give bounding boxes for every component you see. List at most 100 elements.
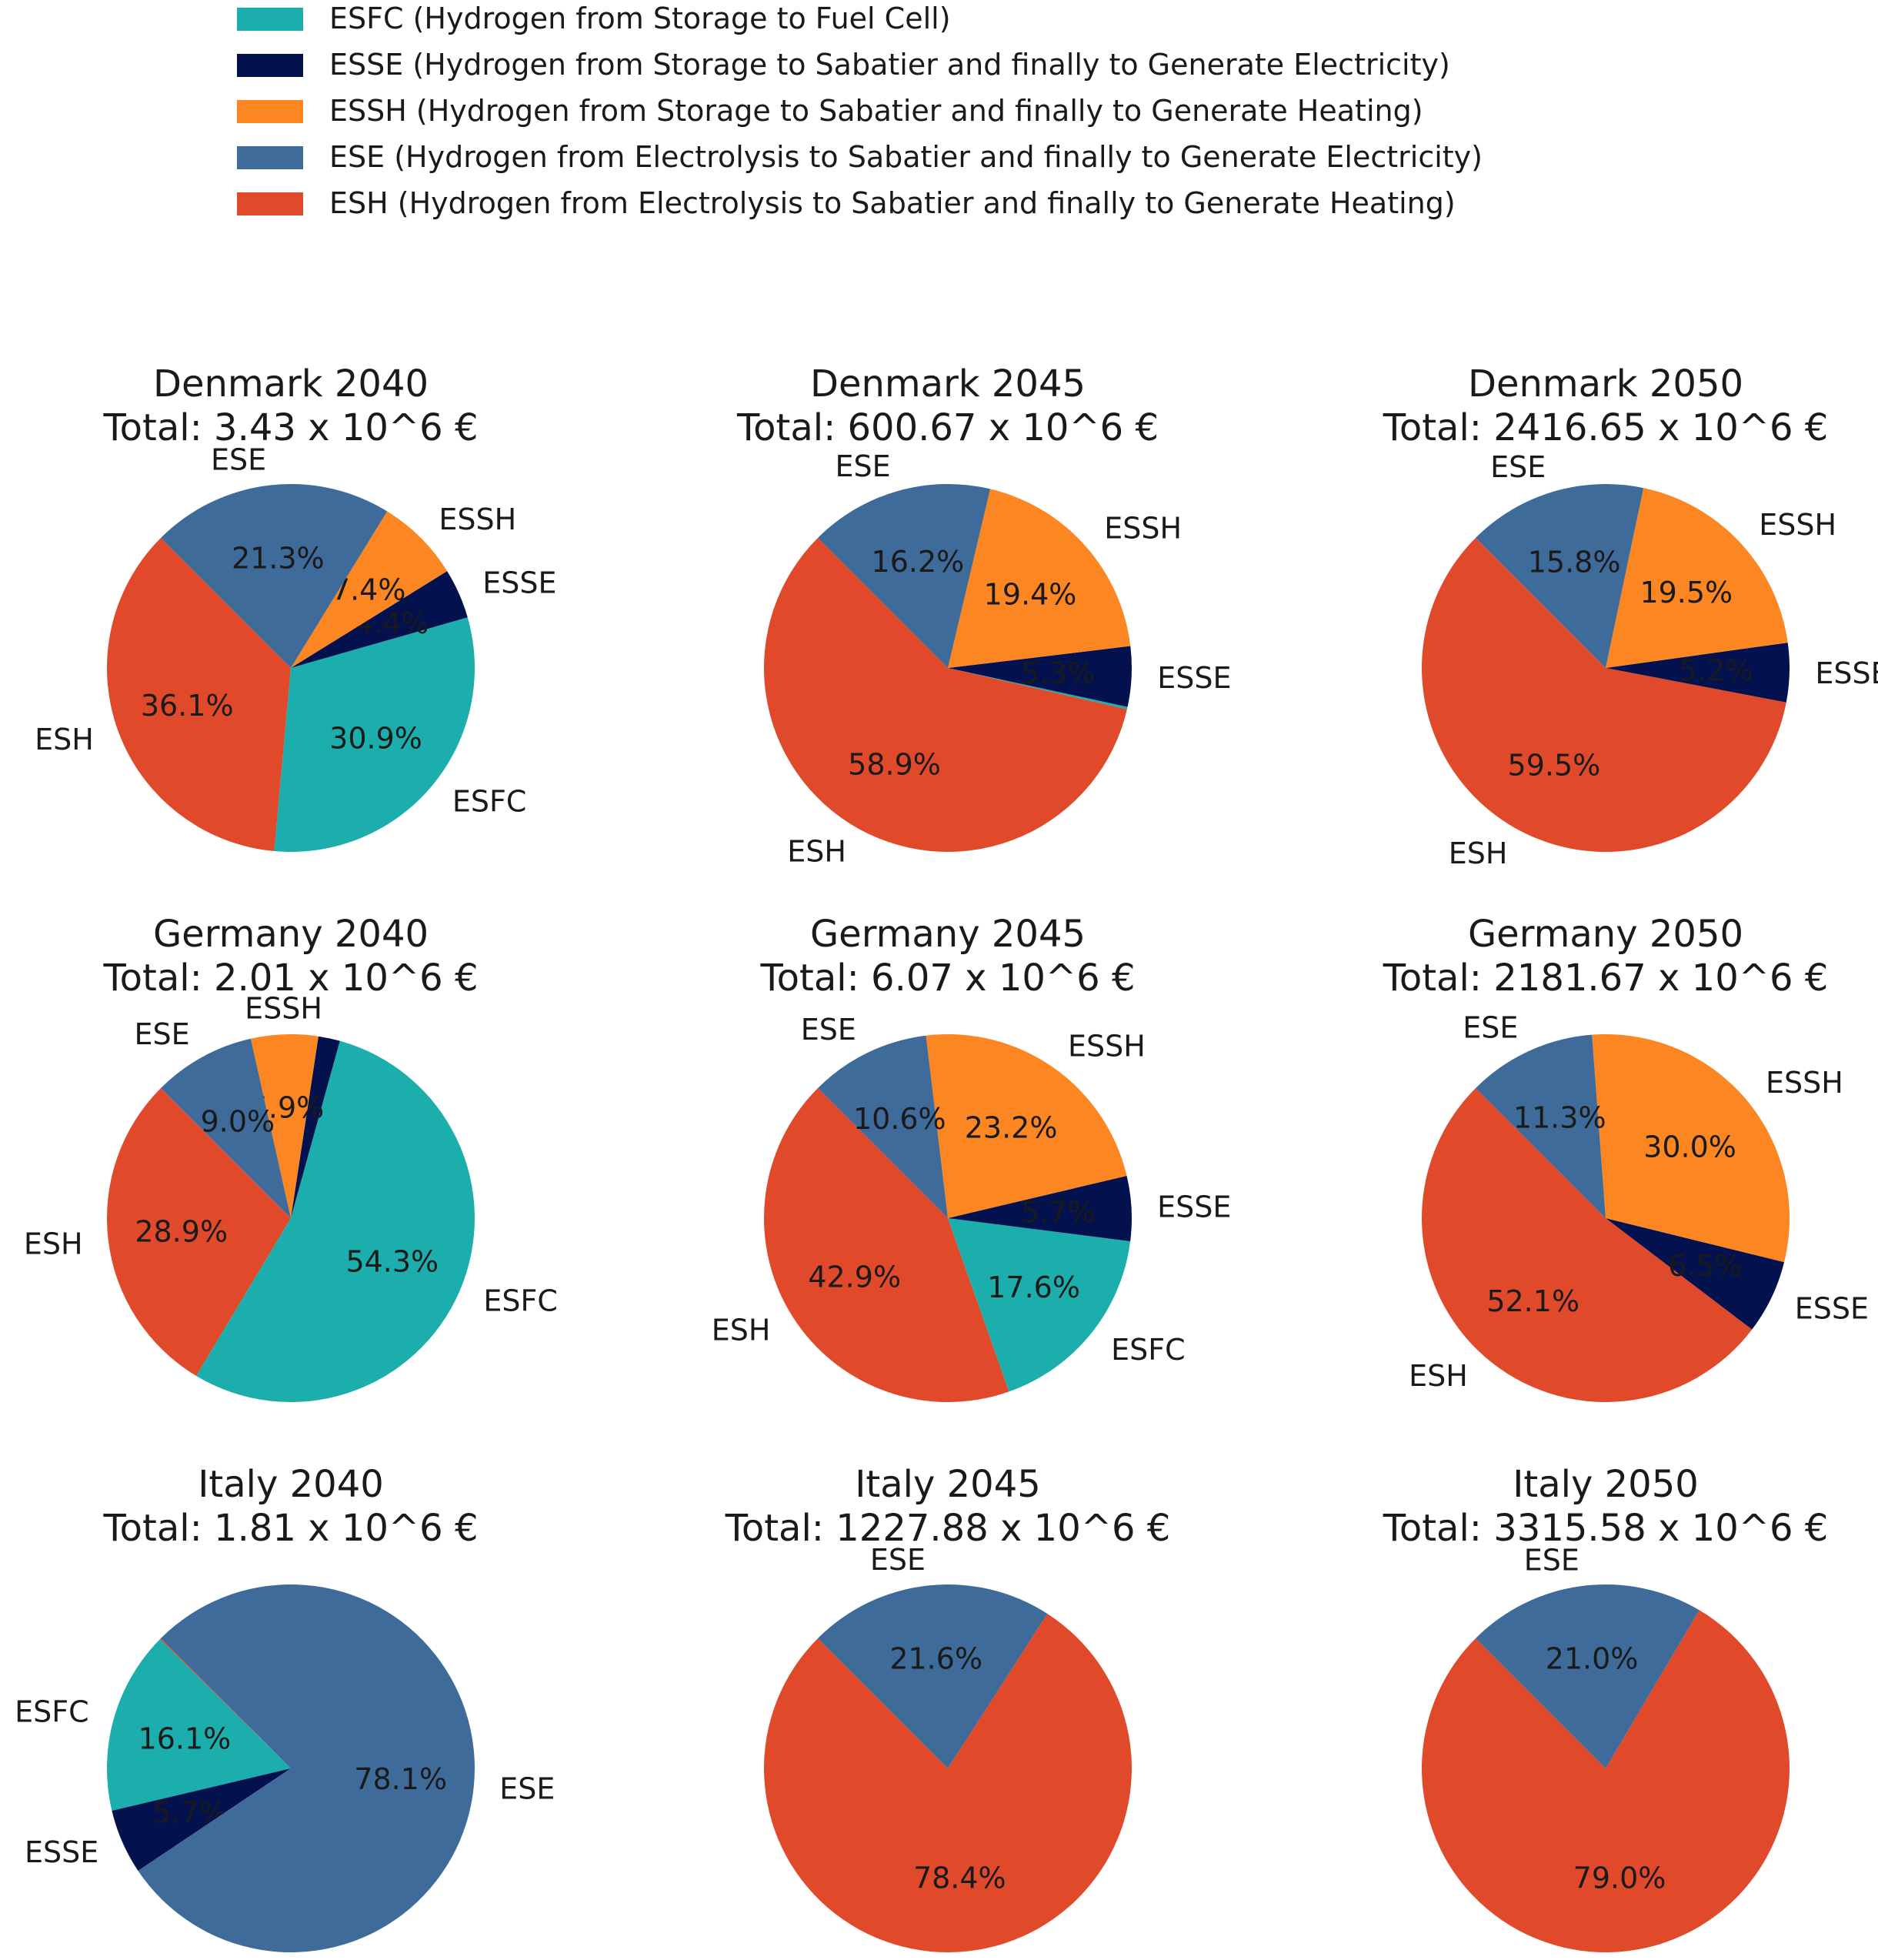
slice-percent-label: 79.0% bbox=[1573, 1861, 1666, 1895]
chart-title: Denmark 2045 bbox=[810, 362, 1086, 406]
chart-subtitle: Total: 2181.67 x 10^6 € bbox=[1383, 957, 1829, 1000]
chart-title: Germany 2040 bbox=[153, 913, 429, 956]
slice-percent-label: 9.0% bbox=[201, 1104, 275, 1138]
slice-category-label: ESH bbox=[787, 834, 846, 868]
chart-title: Germany 2050 bbox=[1468, 913, 1743, 956]
slice-percent-label: 36.1% bbox=[141, 689, 234, 723]
pie-slice-essh bbox=[250, 1034, 319, 1218]
pie-slice-esh bbox=[764, 1614, 1132, 1952]
pie-slice-esh bbox=[1422, 1088, 1753, 1402]
slice-category-label: ESE bbox=[1463, 1010, 1518, 1044]
slice-category-label: ESH bbox=[712, 1313, 771, 1347]
slice-category-label: ESSE bbox=[482, 566, 556, 600]
pie-slice-esh bbox=[1422, 538, 1786, 852]
pie-slice-esfc bbox=[274, 617, 475, 853]
slice-category-label: ESSE bbox=[1795, 1292, 1869, 1326]
slice-percent-label: 59.5% bbox=[1508, 749, 1601, 783]
legend-label-essh: ESSH (Hydrogen from Storage to Sabatier … bbox=[329, 94, 1423, 128]
slice-category-label: ESE bbox=[135, 1017, 190, 1051]
pie-slice-esse bbox=[1606, 1218, 1785, 1330]
slice-percent-label: 11.3% bbox=[1513, 1101, 1606, 1135]
slice-category-label: ESH bbox=[1409, 1359, 1468, 1393]
pie-slice-esh bbox=[106, 1088, 291, 1376]
chart-title: Italy 2050 bbox=[1513, 1463, 1699, 1506]
slice-percent-label: 10.6% bbox=[853, 1102, 946, 1136]
slice-percent-label: 30.0% bbox=[1643, 1130, 1736, 1164]
slice-category-label: ESSE bbox=[1157, 661, 1231, 695]
slice-percent-label: 16.1% bbox=[138, 1721, 232, 1755]
slice-percent-label: 54.3% bbox=[345, 1245, 439, 1279]
chart-subtitle: Total: 1.81 x 10^6 € bbox=[103, 1507, 479, 1550]
pie-slice-esfc bbox=[196, 1040, 475, 1402]
slice-category-label: ESE bbox=[1524, 1544, 1579, 1578]
slice-category-label: ESSH bbox=[1068, 1030, 1146, 1063]
pie-slice-esse bbox=[291, 571, 468, 668]
chart-title: Germany 2045 bbox=[810, 913, 1086, 956]
slice-category-label: ESSH bbox=[1766, 1066, 1843, 1100]
chart-title: Italy 2040 bbox=[198, 1463, 384, 1506]
slice-percent-label: 30.9% bbox=[329, 721, 422, 755]
slice-percent-label: 21.3% bbox=[232, 542, 325, 576]
slice-category-label: ESSH bbox=[1104, 512, 1182, 546]
pie-slice-esse bbox=[1606, 643, 1790, 703]
pie-slice-ese bbox=[138, 1584, 475, 1952]
slice-category-label: ESE bbox=[870, 1543, 926, 1577]
slice-category-label: ESE bbox=[211, 442, 266, 476]
legend-swatch-esh bbox=[237, 192, 303, 215]
pie-slice-ese bbox=[818, 484, 991, 668]
pie-slice-essh bbox=[291, 511, 448, 668]
slice-percent-label: 42.9% bbox=[808, 1260, 901, 1294]
pie-slice-essh bbox=[926, 1033, 1127, 1218]
slice-percent-label: 78.4% bbox=[913, 1861, 1006, 1895]
slice-percent-label: 15.8% bbox=[1528, 546, 1621, 579]
pie-slice-essh bbox=[1606, 488, 1788, 668]
pie-slice-esfc bbox=[948, 668, 1128, 710]
pie-slice-ese bbox=[1476, 1584, 1700, 1768]
slice-category-label: ESSE bbox=[1815, 656, 1878, 690]
chart-title: Italy 2045 bbox=[855, 1463, 1041, 1506]
legend-swatch-ese bbox=[237, 146, 303, 169]
legend-swatch-essh bbox=[237, 100, 303, 123]
legend-swatch-esse bbox=[237, 54, 303, 77]
chart-subtitle: Total: 1227.88 x 10^6 € bbox=[725, 1507, 1171, 1550]
legend-label-ese: ESE (Hydrogen from Electrolysis to Sabat… bbox=[329, 140, 1483, 174]
pie-slice-ese bbox=[1476, 1034, 1606, 1218]
slice-percent-label: 17.6% bbox=[987, 1270, 1080, 1304]
pie-slice-ese bbox=[1476, 484, 1644, 668]
slice-percent-label: 23.2% bbox=[965, 1110, 1058, 1144]
slice-category-label: ESSE bbox=[25, 1835, 98, 1869]
slice-category-label: ESFC bbox=[15, 1695, 89, 1729]
pie-slice-esh bbox=[763, 538, 1127, 852]
slice-category-label: ESE bbox=[1490, 450, 1546, 484]
pie-slice-esh bbox=[1421, 1610, 1790, 1952]
slice-percent-label: 16.2% bbox=[872, 545, 965, 579]
pie-slice-essh bbox=[948, 489, 1131, 668]
slice-category-label: ESSH bbox=[439, 503, 516, 536]
slice-category-label: ESSE bbox=[1157, 1190, 1231, 1224]
pie-slice-esse bbox=[291, 1036, 340, 1218]
pie-slice-esh bbox=[764, 1088, 1009, 1402]
pie-slice-esse bbox=[948, 1175, 1132, 1241]
slice-category-label: ESFC bbox=[452, 785, 527, 819]
pie-slice-esse bbox=[112, 1768, 291, 1872]
chart-subtitle: Total: 600.67 x 10^6 € bbox=[736, 406, 1159, 449]
slice-percent-label: 6.5% bbox=[1668, 1249, 1743, 1283]
slice-percent-label: 5.3% bbox=[1021, 656, 1096, 690]
pie-slice-esse bbox=[948, 646, 1132, 707]
slice-percent-label: 58.9% bbox=[848, 747, 941, 781]
chart-title: Denmark 2040 bbox=[153, 362, 429, 406]
chart-subtitle: Total: 6.07 x 10^6 € bbox=[760, 957, 1136, 1000]
legend-label-esfc: ESFC (Hydrogen from Storage to Fuel Cell… bbox=[329, 2, 951, 35]
chart-title: Denmark 2050 bbox=[1468, 362, 1743, 406]
slice-percent-label: 5.2% bbox=[1679, 654, 1753, 688]
chart-subtitle: Total: 2416.65 x 10^6 € bbox=[1383, 406, 1829, 449]
